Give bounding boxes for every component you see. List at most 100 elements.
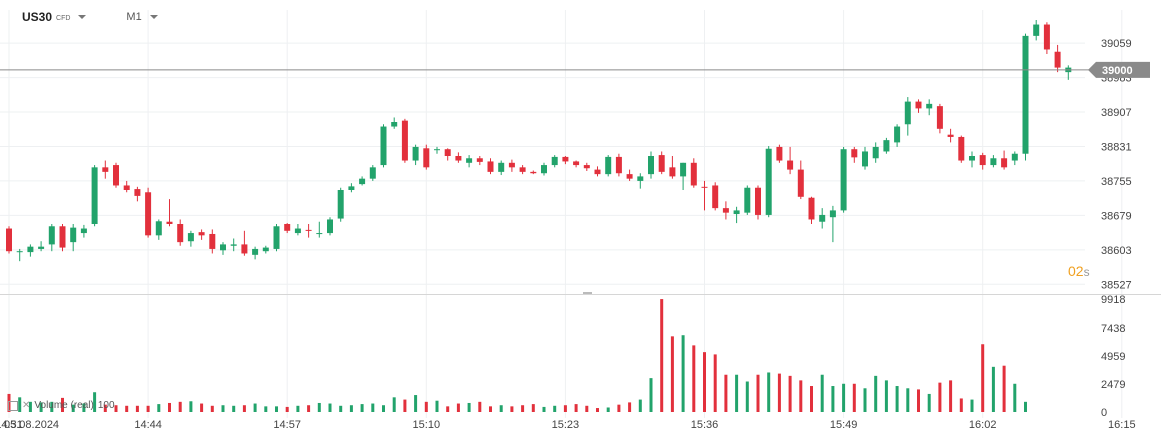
price-tick-label: 38831 (1101, 141, 1132, 153)
candle (187, 233, 194, 242)
volume-bar (28, 401, 32, 412)
candle (1054, 51, 1061, 68)
drag-handle-icon[interactable] (8, 400, 18, 411)
candle (498, 162, 505, 172)
timeframe-dropdown-icon[interactable] (149, 15, 158, 19)
volume-bar (424, 401, 428, 412)
volume-legend-value: 100 (97, 400, 115, 411)
candle (926, 103, 933, 109)
candle (1022, 35, 1029, 154)
volume-bar (1024, 401, 1027, 412)
candle-timer-value: 02 (1068, 263, 1084, 279)
volume-bar (285, 406, 289, 412)
candle (369, 167, 376, 179)
volume-bar (895, 386, 899, 412)
close-icon[interactable]: ✕ (22, 400, 31, 411)
volume-bar (713, 354, 717, 412)
candle (541, 165, 547, 174)
volume-bar (499, 405, 503, 412)
candle (722, 208, 729, 213)
volume-bar (157, 404, 161, 412)
candle (755, 187, 761, 215)
candle (829, 210, 836, 218)
volume-bar (574, 404, 578, 412)
volume-bar (735, 374, 739, 412)
volume-bar (585, 405, 589, 412)
candle (455, 156, 462, 161)
volume-bar (906, 388, 910, 412)
candle (145, 192, 152, 236)
volume-bar (949, 380, 953, 412)
symbol-dropdown-icon[interactable] (78, 15, 87, 19)
candle (113, 165, 119, 186)
volume-bar (114, 405, 118, 412)
candle (16, 251, 23, 253)
volume-bar (200, 403, 204, 412)
volume-bar (638, 399, 642, 412)
candle-timer-unit: s (1083, 265, 1090, 279)
volume-bar (820, 374, 824, 412)
volume-bar (981, 344, 985, 412)
candle (6, 228, 12, 252)
candle (262, 247, 269, 252)
candle (444, 149, 451, 156)
candle (38, 246, 45, 249)
volume-bar (18, 397, 22, 412)
time-tick-label: 15:36 (691, 419, 719, 431)
volume-bar (168, 402, 171, 412)
timeframe-selector[interactable]: M1 (126, 11, 142, 23)
candle (562, 156, 569, 162)
volume-bar (874, 375, 878, 412)
volume-bar (521, 405, 525, 412)
candle (423, 148, 430, 168)
candle (294, 228, 301, 234)
candle (198, 232, 205, 236)
candle (958, 136, 965, 161)
price-tick-label: 38679 (1101, 210, 1132, 222)
candle (1011, 153, 1018, 161)
candle (27, 246, 34, 253)
candle (70, 227, 77, 243)
candle (787, 160, 794, 170)
time-tick-label: 14:57 (273, 419, 301, 431)
candle (551, 156, 558, 166)
volume-bar (264, 406, 268, 412)
candle (508, 162, 515, 168)
candle (701, 186, 708, 188)
volume-bar (39, 402, 43, 412)
price-tick-label: 38755 (1101, 176, 1132, 188)
volume-tick-label: 4959 (1101, 351, 1125, 363)
volume-bar (938, 382, 942, 412)
volume-bar (660, 299, 664, 412)
volume-bar (382, 405, 385, 412)
volume-bar (103, 404, 107, 412)
candle (1043, 24, 1050, 50)
candle (466, 158, 473, 163)
volume-bar (178, 401, 182, 412)
volume-bar (392, 397, 396, 412)
volume-bar (317, 402, 321, 412)
volume-bar (649, 378, 653, 412)
volume-bar (863, 388, 867, 412)
candle (615, 156, 622, 174)
candle (797, 169, 804, 197)
volume-bar (93, 392, 97, 412)
candle (819, 214, 826, 222)
current-price-label: 39000 (1102, 65, 1133, 77)
volume-bar (242, 405, 246, 412)
volume-bar (970, 399, 974, 412)
volume-tick-label: 7438 (1101, 323, 1125, 335)
volume-bar (467, 402, 471, 412)
candle (669, 167, 676, 177)
candle (872, 146, 879, 159)
candle (744, 187, 751, 213)
volume-bar (756, 374, 760, 412)
candle (979, 155, 986, 166)
candle (680, 162, 687, 177)
volume-bar (82, 403, 86, 412)
volume-bar (232, 405, 236, 412)
volume-bar (563, 405, 567, 412)
volume-bar (553, 405, 557, 412)
volume-bar (842, 383, 846, 412)
